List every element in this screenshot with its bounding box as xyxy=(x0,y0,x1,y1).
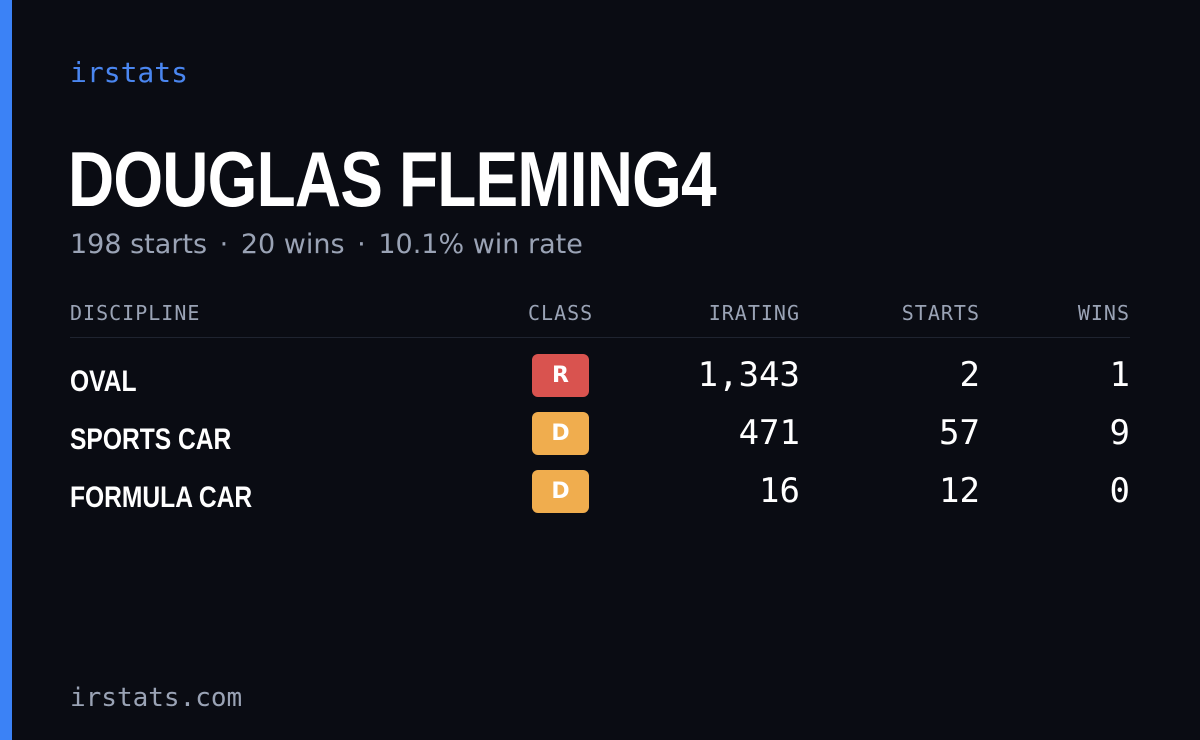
wins-summary: 20 wins xyxy=(240,229,345,260)
class-badge: R xyxy=(532,354,589,397)
starts-value: 57 xyxy=(939,413,980,453)
table-row: SPORTS CAR D 471 57 9 xyxy=(70,396,1130,456)
header-starts: STARTS xyxy=(901,301,980,325)
table-row: OVAL R 1,343 2 1 xyxy=(70,338,1130,398)
irating-value: 471 xyxy=(738,413,800,453)
accent-bar xyxy=(0,0,12,740)
starts-value: 2 xyxy=(959,355,980,395)
discipline-name: SPORTS CAR xyxy=(70,423,232,456)
class-badge: D xyxy=(532,470,589,513)
player-summary: 198 starts · 20 wins · 10.1% win rate xyxy=(70,228,583,262)
starts-summary: 198 starts xyxy=(70,229,208,260)
header-discipline: DISCIPLINE xyxy=(70,301,201,325)
irating-value: 16 xyxy=(759,471,800,511)
separator-dot: · xyxy=(357,229,366,260)
header-irating: IRATING xyxy=(708,301,800,325)
header-class: CLASS xyxy=(528,301,594,325)
discipline-name: OVAL xyxy=(70,365,137,398)
wins-value: 0 xyxy=(1109,471,1130,511)
header-wins: WINS xyxy=(1077,301,1130,325)
table-row: FORMULA CAR D 16 12 0 xyxy=(70,454,1130,514)
player-name: DOUGLAS FLEMING4 xyxy=(68,135,717,223)
win-rate-summary: 10.1% win rate xyxy=(378,229,583,260)
separator-dot: · xyxy=(219,229,229,260)
starts-value: 12 xyxy=(939,471,980,511)
table-header: DISCIPLINE CLASS IRATING STARTS WINS xyxy=(70,296,1130,338)
brand-logo[interactable]: irstats xyxy=(70,56,189,89)
irating-value: 1,343 xyxy=(697,355,800,395)
class-badge: D xyxy=(532,412,589,455)
discipline-name: FORMULA CAR xyxy=(70,481,253,514)
wins-value: 9 xyxy=(1109,413,1130,453)
footer-url[interactable]: irstats.com xyxy=(70,683,243,713)
wins-value: 1 xyxy=(1109,355,1130,395)
stats-table: DISCIPLINE CLASS IRATING STARTS WINS OVA… xyxy=(70,296,1130,514)
